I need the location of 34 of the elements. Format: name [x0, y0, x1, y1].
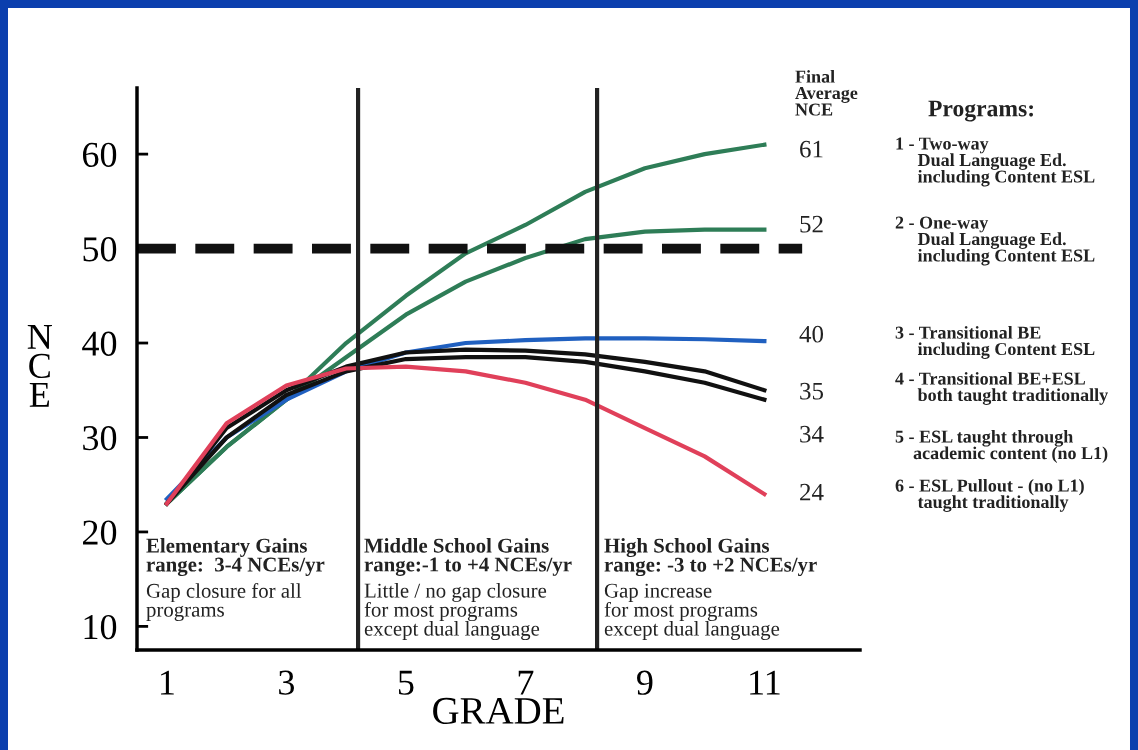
- annotation: Gap increase for most programs except dual language: [604, 583, 780, 641]
- annotation: 52: [800, 215, 823, 233]
- x-tick-label: 3: [279, 670, 294, 695]
- text: 3 - Transitional BE including Content ESL: [895, 326, 1095, 359]
- annotation: 24: [800, 483, 824, 501]
- y-tick-label: 20: [83, 520, 117, 545]
- y-tick-label: 50: [83, 237, 117, 262]
- x-axis-title: GRADE: [433, 697, 564, 725]
- annotation: Final Average NCE: [795, 70, 858, 116]
- text: 1 - Two-way Dual Language Ed. including Content ESL: [896, 137, 1095, 187]
- annotation: 40: [799, 325, 824, 343]
- annotation: Little / no gap closure for most programs except dual language: [364, 583, 547, 641]
- text: 5 - ESL taught through academic content (no L1): [895, 430, 1108, 463]
- y-tick-label: 40: [82, 331, 117, 356]
- annotation: 61: [800, 140, 823, 158]
- annotation: High School Gains range: -3 to +2 NCEs/yr: [604, 538, 817, 577]
- annotation: Middle School Gains range:-1 to +4 NCEs/yr: [364, 538, 572, 576]
- text: 6 - ESL Pullout - (no L1) taught traditionally: [895, 479, 1084, 512]
- x-tick-label: 7: [518, 670, 534, 695]
- annotation: Elementary Gains range: 3-4 NCEs/yr: [146, 538, 325, 577]
- y-axis-title: NCE: [27, 325, 52, 407]
- y-tick-label: 60: [83, 142, 117, 167]
- x-tick-label: 9: [637, 670, 653, 695]
- text: 4 - Transitional BE+ESL both taught traditionally: [895, 372, 1109, 405]
- annotation: 35: [800, 382, 824, 400]
- text: 2 - One-way Dual Language Ed. including Content ESL: [895, 216, 1095, 266]
- y-tick-label: 10: [84, 614, 117, 640]
- x-tick-label: 11: [750, 670, 780, 695]
- y-tick-label: 30: [83, 425, 117, 451]
- annotation: Gap closure for all programs: [146, 583, 302, 622]
- text: Programs:: [928, 100, 1033, 122]
- x-tick-label: 1: [161, 670, 174, 695]
- x-tick-label: 5: [398, 670, 414, 695]
- annotation: 34: [800, 425, 824, 443]
